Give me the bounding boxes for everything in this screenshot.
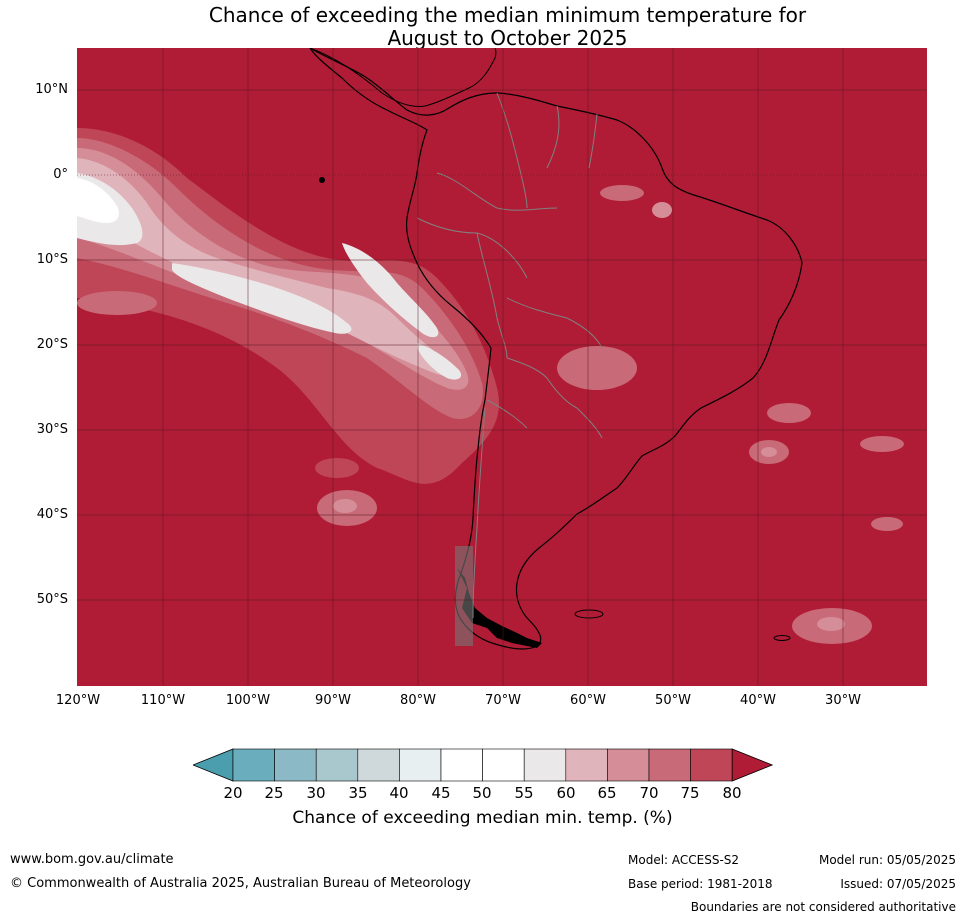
lon-label-50w: 50°W (655, 693, 691, 708)
lat-label-20s: 20°S (36, 337, 68, 352)
boundaries-disclaimer: Boundaries are not considered authoritat… (690, 900, 956, 914)
andes-ice-field (455, 546, 473, 646)
central-america-coastline (309, 48, 497, 107)
colorbar-tick-55: 55 (514, 784, 534, 802)
colorbar-extend-low (193, 748, 234, 782)
colorbar-cell (440, 748, 483, 782)
colorbar (193, 748, 773, 782)
probability-contours (77, 128, 904, 644)
colorbar-tick-35: 35 (348, 784, 368, 802)
colorbar-tick-25: 25 (264, 784, 284, 802)
lat-label-40s: 40°S (36, 507, 68, 522)
colorbar-tick-80: 80 (722, 784, 742, 802)
colorbar-tick-45: 45 (431, 784, 451, 802)
colorbar-caption: Chance of exceeding median min. temp. (%… (292, 808, 673, 828)
colorbar-tick-30: 30 (306, 784, 326, 802)
issued-date: Issued: 07/05/2025 (840, 877, 956, 891)
galapagos-islands (319, 177, 325, 183)
lat-label-50s: 50°S (36, 592, 68, 607)
colorbar-cell (274, 748, 317, 782)
lat-label-0: 0° (53, 167, 68, 182)
colorbar-cell (315, 748, 359, 782)
model-name: Model: ACCESS-S2 (628, 853, 740, 867)
probability-map (77, 48, 927, 686)
south-america-coastline (309, 48, 803, 650)
colorbar-cell (565, 748, 608, 782)
colorbar-cell (607, 748, 650, 782)
colorbar-tick-60: 60 (556, 784, 576, 802)
lat-label-10n: 10°N (35, 82, 68, 97)
colorbar-tick-50: 50 (472, 784, 492, 802)
colorbar-cell (482, 748, 525, 782)
lon-label-80w: 80°W (400, 693, 436, 708)
graticule (77, 48, 927, 686)
tierra-del-fuego (457, 568, 542, 648)
colorbar-tick-70: 70 (639, 784, 659, 802)
map-title-line1: Chance of exceeding the median minimum t… (208, 3, 807, 27)
colorbar-cell (690, 748, 733, 782)
copyright-text: © Commonwealth of Australia 2025, Austra… (10, 876, 471, 891)
lon-label-100w: 100°W (225, 693, 271, 708)
lat-label-30s: 30°S (36, 422, 68, 437)
map-title: Chance of exceeding the median minimum t… (0, 4, 965, 50)
lon-label-60w: 60°W (570, 693, 606, 708)
map-background (77, 48, 927, 686)
colorbar-tick-20: 20 (223, 784, 243, 802)
lon-label-30w: 30°W (825, 693, 861, 708)
colorbar-tick-40: 40 (389, 784, 409, 802)
falkland-islands (574, 609, 604, 619)
map-canvas (77, 48, 927, 686)
lat-label-10s: 10°S (36, 252, 68, 267)
website-link[interactable]: www.bom.gov.au/climate (10, 852, 174, 867)
colorbar-cell (232, 748, 275, 782)
colorbar-tick-75: 75 (680, 784, 700, 802)
lon-label-110w: 110°W (140, 693, 186, 708)
colorbar-tick-65: 65 (597, 784, 617, 802)
lon-label-40w: 40°W (740, 693, 776, 708)
colorbar-cell (648, 748, 691, 782)
lon-label-90w: 90°W (315, 693, 351, 708)
south-georgia (773, 635, 791, 641)
lon-label-70w: 70°W (485, 693, 521, 708)
colorbar-cell (523, 748, 567, 782)
lon-label-120w: 120°W (55, 693, 101, 708)
model-run-date: Model run: 05/05/2025 (818, 853, 956, 867)
map-title-line2: August to October 2025 (387, 26, 628, 50)
base-period: Base period: 1981-2018 (628, 877, 773, 891)
colorbar-cell (399, 748, 442, 782)
colorbar-cell (357, 748, 400, 782)
country-borders (416, 92, 603, 619)
colorbar-extend-high (731, 748, 773, 782)
